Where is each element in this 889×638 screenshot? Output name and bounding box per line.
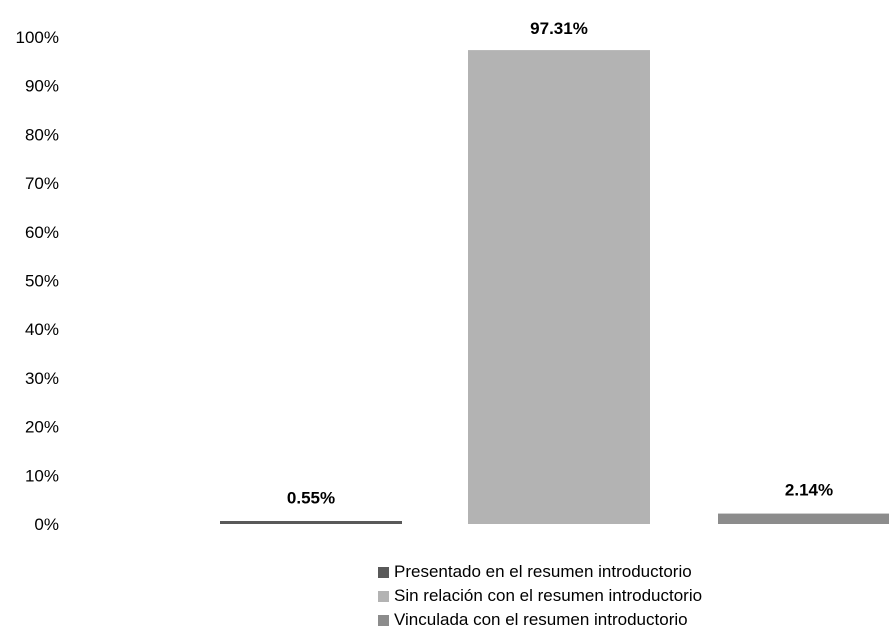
data-label: 0.55% [287, 488, 335, 507]
y-tick-label: 50% [25, 272, 59, 291]
legend-swatch [378, 614, 389, 626]
bar [468, 50, 650, 524]
data-label: 2.14% [785, 481, 833, 500]
data-labels: 0.55% 97.31% 2.14% [287, 19, 833, 507]
y-tick-label: 40% [25, 320, 59, 339]
legend-swatch [378, 566, 389, 578]
legend-label: Vinculada con el resumen introductorio [394, 610, 688, 629]
y-tick-label: 60% [25, 223, 59, 242]
y-tick-label: 20% [25, 418, 59, 437]
y-tick-label: 70% [25, 174, 59, 193]
y-tick-label: 80% [25, 125, 59, 144]
y-tick-label: 0% [34, 515, 59, 534]
legend-item-sin-relacion: Sin relación con el resumen introductori… [378, 584, 702, 608]
legend-swatch [378, 590, 389, 602]
legend-item-vinculada: Vinculada con el resumen introductorio [378, 608, 702, 632]
y-tick-label: 30% [25, 369, 59, 388]
y-tick-label: 90% [25, 77, 59, 96]
bar-chart: 0% 10% 20% 30% 40% 50% 60% 70% 80% 90% 100% 0.55% 9… [16, 19, 889, 534]
bar [220, 521, 402, 524]
legend: Presentado en el resumen introductorio S… [378, 560, 702, 632]
y-axis-ticks: 0% 10% 20% 30% 40% 50% 60% 70% 80% 90% 100% [16, 28, 59, 534]
bars [220, 50, 889, 524]
legend-label: Sin relación con el resumen introductori… [394, 586, 703, 605]
legend-label: Presentado en el resumen introductorio [394, 562, 692, 581]
y-tick-label: 100% [16, 28, 59, 47]
y-tick-label: 10% [25, 466, 59, 485]
data-label: 97.31% [530, 19, 588, 38]
legend-item-presentado: Presentado en el resumen introductorio [378, 560, 702, 584]
bar [718, 513, 889, 524]
